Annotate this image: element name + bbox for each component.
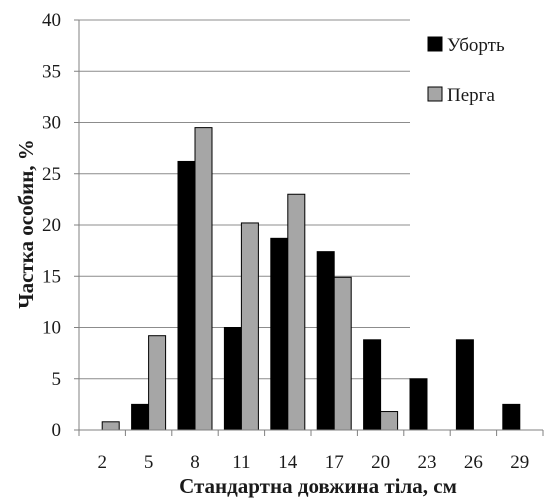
y-tick-label: 5 <box>52 369 62 390</box>
bars <box>101 127 521 431</box>
legend-swatch-uborth <box>427 36 443 52</box>
bar-perha-17 <box>333 276 352 431</box>
bar-uborth-17 <box>316 251 335 431</box>
legend-swatch-perha <box>427 86 443 102</box>
x-tick-label: 26 <box>464 452 483 473</box>
x-tick-label: 20 <box>371 452 390 473</box>
bar-uborth-20 <box>363 339 382 431</box>
bar-uborth-5 <box>131 403 150 431</box>
bar-uborth-23 <box>409 378 428 431</box>
bar-perha-14 <box>287 193 306 431</box>
legend: Уборть Перга <box>427 35 505 106</box>
x-tick-label: 5 <box>144 452 154 473</box>
x-tick-label: 2 <box>97 452 107 473</box>
y-tick-label: 30 <box>42 113 61 134</box>
x-tick-label: 8 <box>190 452 200 473</box>
bar-uborth-26 <box>455 339 474 431</box>
bar-uborth-14 <box>270 237 289 431</box>
x-axis-title: Стандартна довжина тіла, см <box>179 474 457 498</box>
x-ticks: 2 5 8 11 14 17 20 23 26 29 <box>78 430 544 473</box>
bar-perha-11 <box>240 222 259 431</box>
y-tick-label: 40 <box>42 10 61 31</box>
y-axis-title: Частка особин, % <box>14 139 38 309</box>
x-tick-label: 23 <box>418 452 437 473</box>
y-tick-label: 15 <box>42 266 61 287</box>
x-tick-label: 29 <box>510 452 529 473</box>
bar-uborth-29 <box>502 403 521 431</box>
bar-perha-2 <box>101 421 120 431</box>
y-tick-label: 20 <box>42 215 61 236</box>
legend-label-perha: Перга <box>447 85 495 106</box>
bar-uborth-11 <box>223 327 242 431</box>
x-tick-label: 14 <box>278 452 298 473</box>
y-tick-label: 10 <box>42 318 61 339</box>
y-tick-label: 0 <box>52 420 62 441</box>
x-tick-label: 17 <box>325 452 344 473</box>
y-tick-label: 25 <box>42 164 61 185</box>
x-tick-label: 11 <box>232 452 250 473</box>
y-ticks: 0 5 10 15 20 25 30 35 40 <box>42 10 79 441</box>
bar-perha-8 <box>194 127 213 431</box>
bar-perha-20 <box>380 411 399 431</box>
bar-perha-5 <box>148 335 167 431</box>
y-tick-label: 35 <box>42 61 61 82</box>
legend-label-uborth: Уборть <box>447 35 505 56</box>
bar-uborth-8 <box>177 160 196 431</box>
